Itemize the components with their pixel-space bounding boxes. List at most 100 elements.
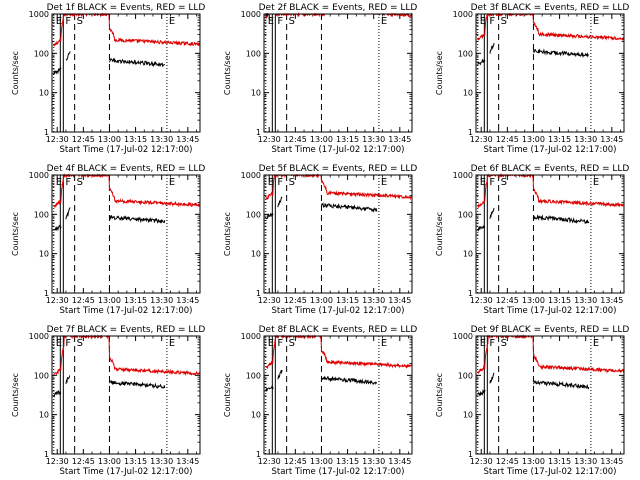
x-tick-label: 13:45 bbox=[388, 135, 411, 144]
panel-title: Det 1f BLACK = Events, RED = LLD bbox=[47, 3, 206, 13]
panel-2: Det 2f BLACK = Events, RED = LLD Counts/s… bbox=[223, 3, 417, 155]
y-tick-label: 10 bbox=[39, 250, 49, 259]
y-tick-label: 1 bbox=[44, 450, 49, 459]
x-tick-label: 13:15 bbox=[548, 135, 571, 144]
marker-label: E bbox=[480, 177, 486, 188]
x-tick-label: 12:45 bbox=[72, 296, 95, 305]
marker-label: E bbox=[268, 16, 274, 27]
y-axis-label: Counts/sec bbox=[223, 373, 232, 417]
x-tick-label: 13:00 bbox=[522, 296, 545, 305]
events-series-line bbox=[65, 207, 71, 220]
x-tick-label: 12:45 bbox=[72, 135, 95, 144]
x-tick-label: 13:15 bbox=[336, 296, 359, 305]
x-tick-label: 12:45 bbox=[284, 296, 307, 305]
y-tick-label: 10 bbox=[463, 411, 473, 420]
x-tick-label: 13:45 bbox=[388, 457, 411, 466]
plot-frame bbox=[263, 13, 413, 133]
marker-label: S bbox=[77, 338, 83, 349]
x-tick-label: 12:30 bbox=[46, 135, 69, 144]
marker-label: S bbox=[501, 16, 507, 27]
panel-4: Det 4f BLACK = Events, RED = LLD Counts/s… bbox=[11, 164, 205, 316]
panel-7: Det 7f BLACK = Events, RED = LLD Counts/s… bbox=[11, 325, 205, 477]
y-axis-label: Counts/sec bbox=[11, 212, 20, 256]
panel-3: Det 3f BLACK = Events, RED = LLD Counts/s… bbox=[435, 3, 629, 155]
plot-frame bbox=[51, 174, 201, 294]
events-series-line bbox=[533, 379, 590, 390]
panel-6: Det 6f BLACK = Events, RED = LLD Counts/s… bbox=[435, 164, 629, 316]
marker-label: E bbox=[56, 338, 62, 349]
events-series-line bbox=[489, 208, 495, 219]
events-series-line bbox=[477, 58, 486, 66]
marker-label: E bbox=[169, 338, 175, 349]
marker-label: S bbox=[77, 177, 83, 188]
y-tick-label: 1 bbox=[44, 128, 49, 137]
x-tick-label: 13:00 bbox=[98, 135, 121, 144]
y-tick-label: 1 bbox=[468, 289, 473, 298]
marker-label: E bbox=[593, 338, 599, 349]
y-tick-label: 1000 bbox=[241, 332, 261, 341]
y-axis-label: Counts/sec bbox=[11, 51, 20, 95]
events-series-line bbox=[265, 385, 274, 392]
x-tick-label: 13:15 bbox=[124, 457, 147, 466]
plot-frame bbox=[475, 174, 625, 294]
x-tick-label: 12:45 bbox=[284, 135, 307, 144]
x-tick-label: 13:30 bbox=[150, 135, 173, 144]
panel-title: Det 8f BLACK = Events, RED = LLD bbox=[259, 325, 418, 335]
events-series-line bbox=[321, 202, 378, 214]
marker-label: E bbox=[268, 177, 274, 188]
x-tick-label: 13:15 bbox=[548, 457, 571, 466]
marker-label: S bbox=[501, 338, 507, 349]
y-tick-label: 1000 bbox=[453, 332, 473, 341]
y-tick-label: 10 bbox=[251, 89, 261, 98]
x-tick-label: 13:00 bbox=[522, 457, 545, 466]
x-tick-label: 12:45 bbox=[284, 457, 307, 466]
marker-label: E bbox=[56, 16, 62, 27]
marker-label: F bbox=[277, 338, 283, 349]
panel-title: Det 5f BLACK = Events, RED = LLD bbox=[259, 164, 418, 174]
marker-label: S bbox=[289, 16, 295, 27]
y-axis-label: Counts/sec bbox=[435, 373, 444, 417]
panel-1: Det 1f BLACK = Events, RED = LLD Counts/s… bbox=[11, 3, 205, 155]
x-tick-label: 12:45 bbox=[496, 135, 519, 144]
panel-title: Det 6f BLACK = Events, RED = LLD bbox=[471, 164, 630, 174]
marker-label: F bbox=[277, 177, 283, 188]
x-tick-label: 13:30 bbox=[574, 457, 597, 466]
x-tick-label: 12:30 bbox=[470, 135, 493, 144]
x-axis-label: Start Time (17-Jul-02 12:17:00) bbox=[484, 145, 617, 155]
marker-label: F bbox=[277, 16, 283, 27]
x-tick-label: 12:30 bbox=[258, 457, 281, 466]
y-tick-label: 1000 bbox=[29, 332, 49, 341]
events-series-line bbox=[109, 57, 165, 68]
x-tick-label: 13:45 bbox=[176, 296, 199, 305]
x-axis-label: Start Time (17-Jul-02 12:17:00) bbox=[60, 145, 193, 155]
x-tick-label: 13:45 bbox=[176, 135, 199, 144]
events-series-line bbox=[65, 375, 71, 384]
x-tick-label: 12:45 bbox=[496, 457, 519, 466]
y-axis-label: Counts/sec bbox=[11, 373, 20, 417]
panel-8: Det 8f BLACK = Events, RED = LLD Counts/s… bbox=[223, 325, 417, 477]
x-axis-label: Start Time (17-Jul-02 12:17:00) bbox=[484, 306, 617, 316]
events-series-line bbox=[277, 196, 283, 208]
x-tick-label: 12:30 bbox=[258, 135, 281, 144]
y-tick-label: 100 bbox=[34, 371, 49, 380]
x-tick-label: 13:30 bbox=[150, 296, 173, 305]
marker-label: F bbox=[65, 16, 71, 27]
y-tick-label: 100 bbox=[34, 210, 49, 219]
x-tick-label: 13:30 bbox=[150, 457, 173, 466]
y-tick-label: 1 bbox=[256, 128, 261, 137]
marker-label: S bbox=[501, 177, 507, 188]
y-tick-label: 10 bbox=[463, 250, 473, 259]
x-tick-label: 13:45 bbox=[388, 296, 411, 305]
y-tick-label: 10 bbox=[39, 89, 49, 98]
marker-label: E bbox=[593, 177, 599, 188]
events-series-line bbox=[477, 388, 486, 397]
y-tick-label: 1000 bbox=[453, 171, 473, 180]
x-tick-label: 13:00 bbox=[310, 135, 333, 144]
x-axis-label: Start Time (17-Jul-02 12:17:00) bbox=[60, 306, 193, 316]
marker-label: E bbox=[593, 16, 599, 27]
x-tick-label: 13:00 bbox=[98, 296, 121, 305]
x-tick-label: 13:30 bbox=[362, 296, 385, 305]
x-tick-label: 13:00 bbox=[310, 457, 333, 466]
lld-series-line bbox=[477, 334, 625, 375]
x-tick-label: 13:30 bbox=[362, 457, 385, 466]
